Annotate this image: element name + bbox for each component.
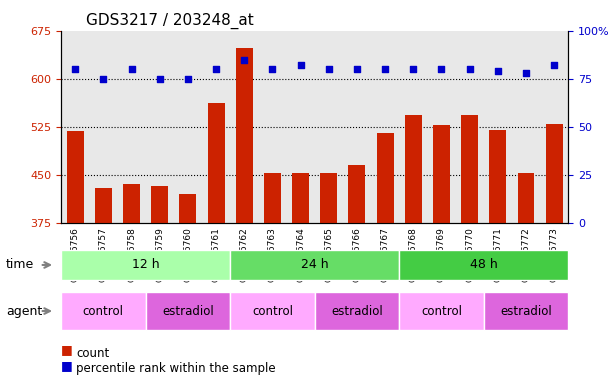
- Point: [465, 66, 475, 72]
- Text: GDS3217 / 203248_at: GDS3217 / 203248_at: [87, 13, 254, 29]
- Bar: [95, 187, 112, 384]
- Bar: [405, 115, 422, 384]
- Bar: [152, 186, 168, 384]
- Text: 12 h: 12 h: [132, 258, 159, 271]
- Text: 48 h: 48 h: [470, 258, 497, 271]
- Text: control: control: [421, 305, 462, 318]
- Text: estradiol: estradiol: [331, 305, 383, 318]
- Text: time: time: [6, 258, 34, 271]
- Text: control: control: [252, 305, 293, 318]
- Point: [211, 66, 221, 72]
- Text: count: count: [76, 347, 109, 360]
- Bar: [348, 165, 365, 384]
- Bar: [292, 173, 309, 384]
- Text: estradiol: estradiol: [500, 305, 552, 318]
- Bar: [67, 131, 84, 384]
- Point: [408, 66, 418, 72]
- Bar: [320, 173, 337, 384]
- Bar: [123, 184, 140, 384]
- Text: 24 h: 24 h: [301, 258, 329, 271]
- Point: [296, 62, 306, 68]
- Point: [521, 70, 531, 76]
- Bar: [376, 133, 393, 384]
- Text: percentile rank within the sample: percentile rank within the sample: [76, 362, 276, 375]
- Text: estradiol: estradiol: [162, 305, 214, 318]
- Bar: [236, 48, 253, 384]
- Bar: [546, 124, 563, 384]
- Point: [324, 66, 334, 72]
- Text: ■: ■: [61, 343, 73, 356]
- Text: control: control: [83, 305, 124, 318]
- Bar: [433, 126, 450, 384]
- Bar: [461, 115, 478, 384]
- Bar: [264, 173, 281, 384]
- Point: [493, 68, 503, 74]
- Bar: [518, 173, 535, 384]
- Point: [155, 76, 164, 82]
- Bar: [180, 194, 196, 384]
- Text: ■: ■: [61, 359, 73, 372]
- Point: [549, 62, 559, 68]
- Point: [352, 66, 362, 72]
- Point: [98, 76, 108, 82]
- Point: [240, 56, 249, 63]
- Bar: [489, 130, 507, 384]
- Text: agent: agent: [6, 305, 42, 318]
- Point: [380, 66, 390, 72]
- Point: [70, 66, 80, 72]
- Bar: [208, 103, 224, 384]
- Point: [126, 66, 136, 72]
- Point: [436, 66, 446, 72]
- Point: [183, 76, 193, 82]
- Point: [268, 66, 277, 72]
